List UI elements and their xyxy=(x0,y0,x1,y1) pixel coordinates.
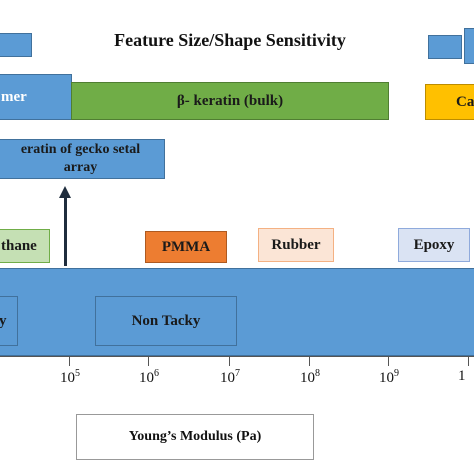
epoxy-label: Epoxy xyxy=(413,236,455,253)
non-tacky-region: Non Tacky xyxy=(95,296,237,346)
legend-swatch-left xyxy=(0,33,32,57)
pmma-box: PMMA xyxy=(145,231,227,263)
beta-keratin-label: β- keratin (bulk) xyxy=(176,92,284,109)
elastomer-bar: mer xyxy=(0,74,72,120)
up-arrow-head-icon xyxy=(59,186,71,198)
x-tick-label-1e5: 105 xyxy=(60,368,80,386)
tack-band xyxy=(0,268,474,356)
x-tick-label-edge-right: 1 xyxy=(458,368,466,384)
elastomer-label: mer xyxy=(1,88,27,105)
epoxy-box: Epoxy xyxy=(398,228,470,262)
polyurethane-label: thane xyxy=(1,237,37,254)
x-axis-tick xyxy=(229,356,230,366)
legend-swatch-right xyxy=(428,35,462,59)
gecko-label-line2: array xyxy=(63,160,98,175)
x-axis-title: Young’s Modulus (Pa) xyxy=(76,414,314,460)
x-tick-label-1e7: 107 xyxy=(220,368,240,386)
x-axis-tick xyxy=(388,356,389,366)
x-tick-label-1e9: 109 xyxy=(379,368,399,386)
non-tacky-label: Non Tacky xyxy=(131,312,201,329)
gecko-setal-array-bar: eratin of gecko setal array xyxy=(0,139,165,179)
tacky-label: y xyxy=(0,313,7,330)
x-axis-tick xyxy=(69,356,70,366)
tacky-region: y xyxy=(0,296,18,346)
legend-swatch-right-edge xyxy=(464,28,474,64)
x-axis-tick xyxy=(148,356,149,366)
polyurethane-box: thane xyxy=(0,229,50,263)
beta-keratin-bar: β- keratin (bulk) xyxy=(71,82,389,120)
rubber-label: Rubber xyxy=(271,236,321,253)
diagram-title: Feature Size/Shape Sensitivity xyxy=(114,30,346,50)
partial-right-bar: Ca xyxy=(425,84,474,120)
gecko-label-line1: eratin of gecko setal xyxy=(20,142,141,157)
x-axis-tick xyxy=(309,356,310,366)
x-axis-line xyxy=(0,356,474,357)
x-tick-label-1e8: 108 xyxy=(300,368,320,386)
up-arrow-shaft xyxy=(64,196,67,266)
rubber-box: Rubber xyxy=(258,228,334,262)
pmma-label: PMMA xyxy=(161,238,211,255)
x-axis-tick xyxy=(468,356,469,366)
partial-right-label: Ca xyxy=(456,93,474,110)
x-tick-label-1e6: 106 xyxy=(139,368,159,386)
